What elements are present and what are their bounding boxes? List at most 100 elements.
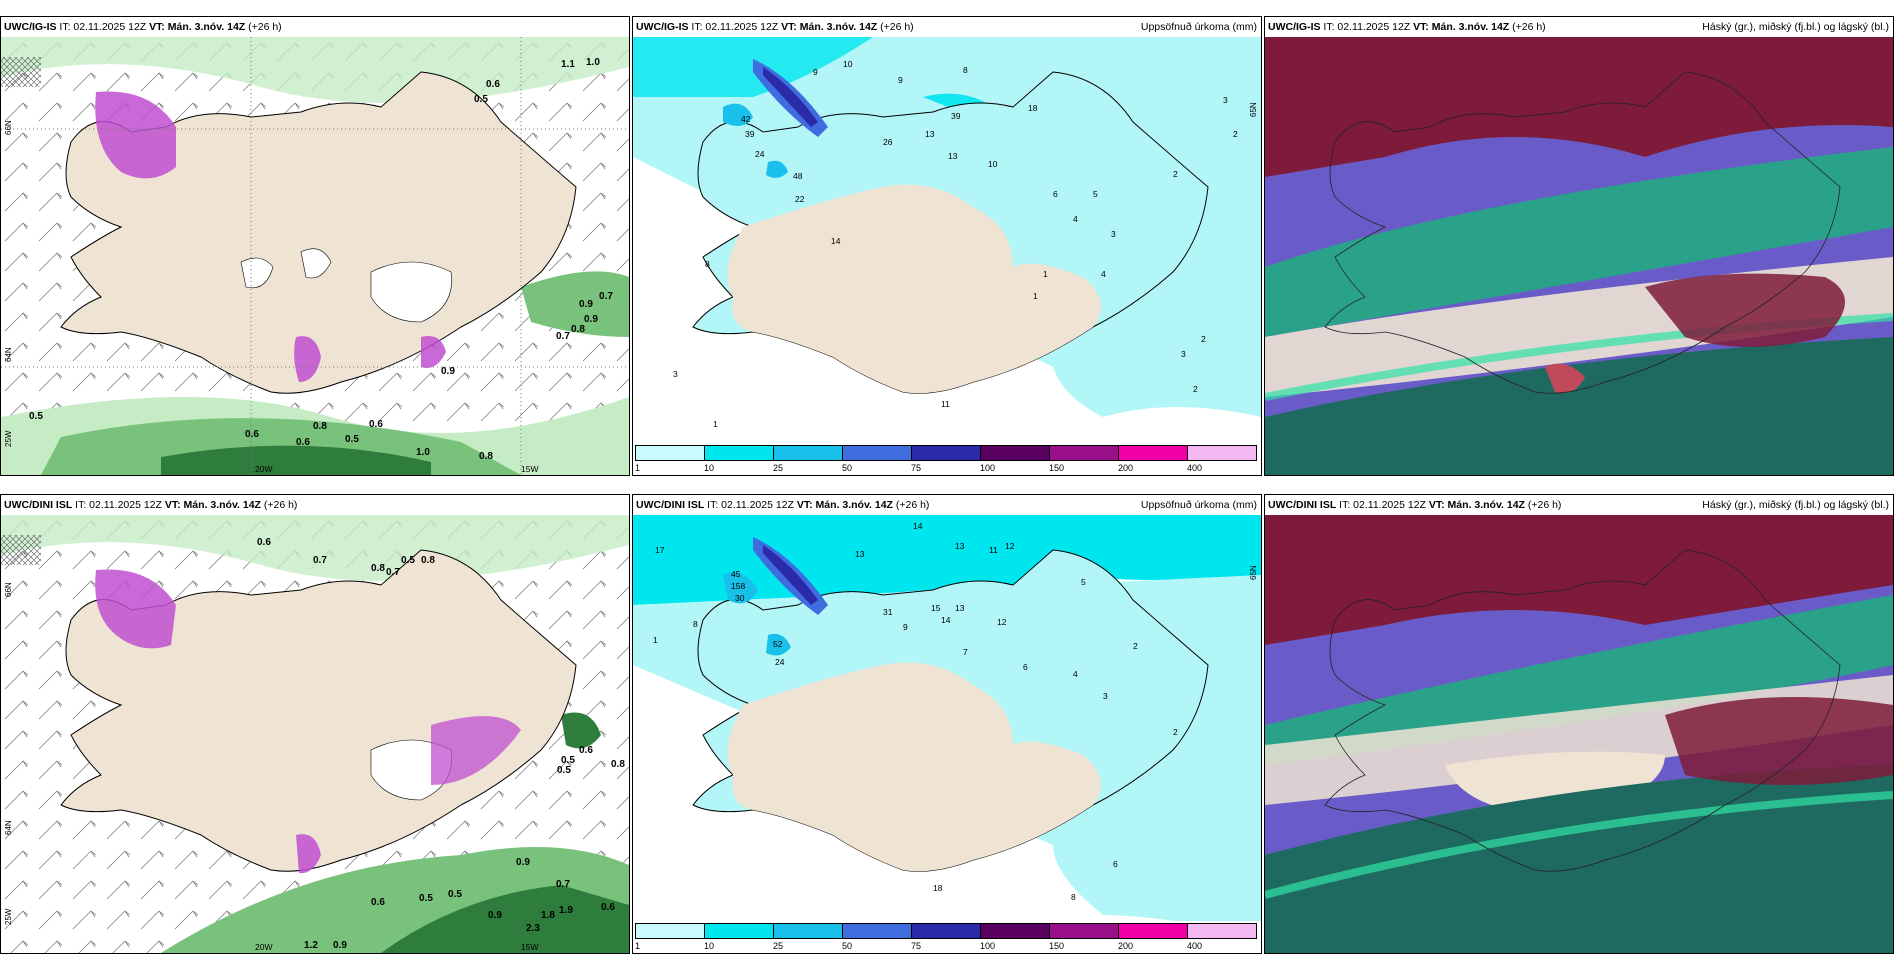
value-label: 24	[775, 657, 785, 667]
value-label: 0.5	[561, 755, 575, 766]
valid-time: VT: Mán. 3.nóv. 14Z	[781, 21, 878, 33]
value-label: 45	[731, 569, 741, 579]
panel-header: UWC/DINI ISL IT: 02.11.2025 12Z VT: Mán.…	[633, 495, 1261, 515]
map-title: Háský (gr.), miðský (fj.bl.) og lágský (…	[1702, 21, 1889, 33]
value-labels: 1.1 1.0 0.6 0.5 0.9 0.7 0.9 0.8 0.7 0.5 …	[29, 57, 613, 462]
valid-time: VT: Mán. 3.nóv. 14Z	[149, 21, 246, 33]
legend-swatch	[1119, 924, 1188, 938]
value-label: 0.5	[557, 765, 571, 776]
model-name: UWC/IG-IS	[1268, 21, 1321, 33]
legend-swatch	[705, 446, 774, 460]
legend-tick: 10	[704, 463, 715, 473]
lat-label: 64N	[4, 820, 13, 835]
legend-bar	[635, 923, 1257, 939]
value-label: 13	[925, 129, 935, 139]
value-label: 8	[1071, 892, 1076, 902]
value-label: 39	[951, 111, 961, 121]
legend-tick: 1	[635, 941, 641, 951]
lead-time: (+26 h)	[877, 21, 914, 33]
lon-label: 15W	[521, 942, 538, 952]
panel-dini-wind: UWC/DINI ISL IT: 02.11.2025 12Z VT: Mán.…	[0, 494, 630, 954]
value-label: 10	[843, 59, 853, 69]
value-label: 1	[653, 635, 658, 645]
precip-legend: 1 10 25 50 75 100 150 200 400	[633, 921, 1261, 953]
legend-bar	[635, 445, 1257, 461]
value-label: 13	[955, 541, 965, 551]
value-label: 0.6	[257, 537, 271, 548]
value-label: 0.7	[556, 879, 570, 890]
model-name: UWC/DINI ISL	[1268, 499, 1337, 511]
init-time: IT: 02.11.2025 12Z	[704, 499, 797, 511]
value-label: 12	[1005, 541, 1015, 551]
lead-time: (+26 h)	[245, 21, 282, 33]
value-label: 39	[745, 129, 755, 139]
value-label: 2	[1201, 334, 1206, 344]
value-label: 12	[997, 617, 1007, 627]
value-label: 0.6	[371, 897, 385, 908]
value-label: 0.8	[421, 555, 435, 566]
value-labels: 0.6 0.7 0.5 0.8 0.7 0.8 0.5 0.6 0.5 0.8 …	[257, 537, 625, 951]
value-label: 6	[1023, 662, 1028, 672]
panel-header: UWC/IG-IS IT: 02.11.2025 12Z VT: Mán. 3.…	[633, 17, 1261, 37]
legend-tick: 25	[773, 463, 784, 473]
value-label: 158	[731, 581, 745, 591]
legend-swatch	[1188, 924, 1256, 938]
value-label: 0.9	[579, 299, 593, 310]
value-label: 2	[1173, 727, 1178, 737]
value-label: 18	[933, 883, 943, 893]
value-label: 30	[735, 593, 745, 603]
map-title: Uppsöfnuð úrkoma (mm)	[1140, 499, 1257, 511]
value-label: 0.6	[601, 902, 615, 913]
precipitation-map: 9 10 9 8 3 2 42 39 24 48 22 26 13 39 13 …	[633, 37, 1261, 475]
lon-label: 20W	[255, 942, 272, 952]
precip-legend: 1 10 25 50 75 100 150 200 400	[633, 443, 1261, 475]
cloud-map	[1265, 37, 1893, 475]
legend-swatch	[1119, 446, 1188, 460]
value-label: 5	[1081, 577, 1086, 587]
value-label: 52	[773, 639, 783, 649]
value-label: 14	[941, 615, 951, 625]
panel-igis-precip: UWC/IG-IS IT: 02.11.2025 12Z VT: Mán. 3.…	[632, 16, 1262, 476]
panel-dini-precip: UWC/DINI ISL IT: 02.11.2025 12Z VT: Mán.…	[632, 494, 1262, 954]
value-label: 0.6	[296, 437, 310, 448]
model-name: UWC/IG-IS	[636, 21, 689, 33]
lat-label: 65N	[1249, 565, 1258, 580]
value-label: 0.9	[584, 314, 598, 325]
value-label: 1	[1033, 291, 1038, 301]
legend-tick: 50	[842, 463, 853, 473]
legend-tick: 100	[980, 941, 996, 951]
value-label: 13	[948, 151, 958, 161]
value-label: 3	[673, 369, 678, 379]
wind-map: 0.6 0.7 0.5 0.8 0.7 0.8 0.5 0.6 0.5 0.8 …	[1, 515, 629, 953]
init-time: IT: 02.11.2025 12Z	[72, 499, 165, 511]
legend-tick: 25	[773, 941, 784, 951]
value-label: 1	[1043, 269, 1048, 279]
value-labels: 9 10 9 8 3 2 42 39 24 48 22 26 13 39 13 …	[673, 59, 1238, 429]
value-label: 31	[883, 607, 893, 617]
lat-label: 66N	[4, 120, 13, 135]
panel-header: UWC/IG-IS IT: 02.11.2025 12Z VT: Mán. 3.…	[1, 17, 629, 37]
value-label: 0.6	[579, 745, 593, 756]
legend-tick: 50	[842, 941, 853, 951]
value-label: 48	[793, 171, 803, 181]
value-label: 2	[1193, 384, 1198, 394]
legend-swatch	[774, 924, 843, 938]
value-label: 22	[795, 194, 805, 204]
model-name: UWC/IG-IS	[4, 21, 57, 33]
init-time: IT: 02.11.2025 12Z	[1320, 21, 1414, 33]
value-label: 3	[1223, 95, 1228, 105]
legend-tick: 200	[1118, 941, 1134, 951]
init-time: IT: 02.11.2025 12Z	[1336, 499, 1429, 511]
lead-time: (+26 h)	[1524, 499, 1562, 511]
value-label: 0.5	[345, 434, 359, 445]
value-label: 7	[963, 647, 968, 657]
legend-swatch	[912, 446, 981, 460]
value-label: 11	[941, 399, 950, 409]
wind-map: 1.1 1.0 0.6 0.5 0.9 0.7 0.9 0.8 0.7 0.5 …	[1, 37, 629, 475]
value-label: 0.7	[599, 291, 613, 302]
value-label: 42	[741, 114, 751, 124]
value-label: 0.8	[571, 324, 585, 335]
value-label: 0.8	[313, 421, 327, 432]
value-label: 0.8	[479, 451, 493, 462]
value-label: 9	[813, 67, 818, 77]
